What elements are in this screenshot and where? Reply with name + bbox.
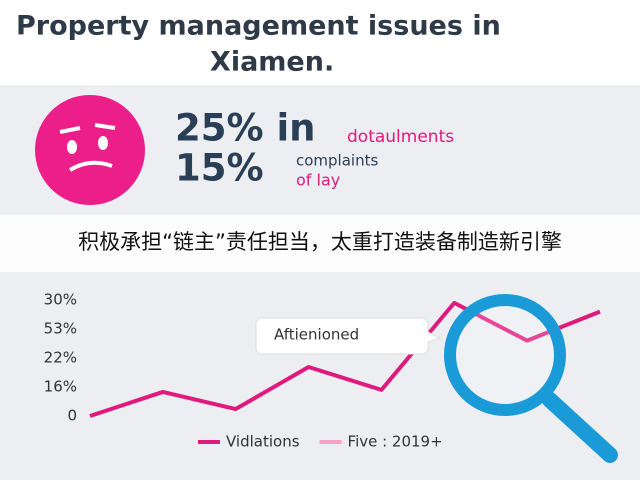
- stat-big: 25% in: [175, 107, 315, 150]
- y-tick-label: 53%: [44, 320, 77, 338]
- y-tick-label: 0: [67, 407, 77, 425]
- series-line: [89, 300, 601, 418]
- caption-band: [0, 215, 640, 272]
- stat-small: complaints: [296, 152, 378, 170]
- legend-label: Vidlations: [226, 433, 300, 451]
- title-line: Property management issues in: [16, 11, 501, 42]
- stat-big: 15%: [175, 147, 264, 190]
- chart: 30% 53% 22% 16% 0 Vidlations Five : 2019+: [44, 291, 601, 451]
- annotation-text: Aftienioned: [274, 326, 359, 344]
- stat-small: dotaulments: [347, 127, 454, 147]
- y-tick-label: 16%: [44, 378, 77, 396]
- y-tick-label: 30%: [44, 291, 77, 309]
- caption: 积极承担“链主”责任担当，太重打造装备制造新引擎: [78, 230, 562, 254]
- stat-small: of lay: [296, 171, 340, 190]
- sad-face: [35, 95, 145, 205]
- annotation: Aftienioned: [255, 317, 442, 355]
- title-line: Xiamen.: [210, 47, 334, 78]
- y-tick-label: 22%: [44, 349, 77, 367]
- legend-label: Five : 2019+: [348, 433, 443, 451]
- magnifier: [444, 294, 618, 463]
